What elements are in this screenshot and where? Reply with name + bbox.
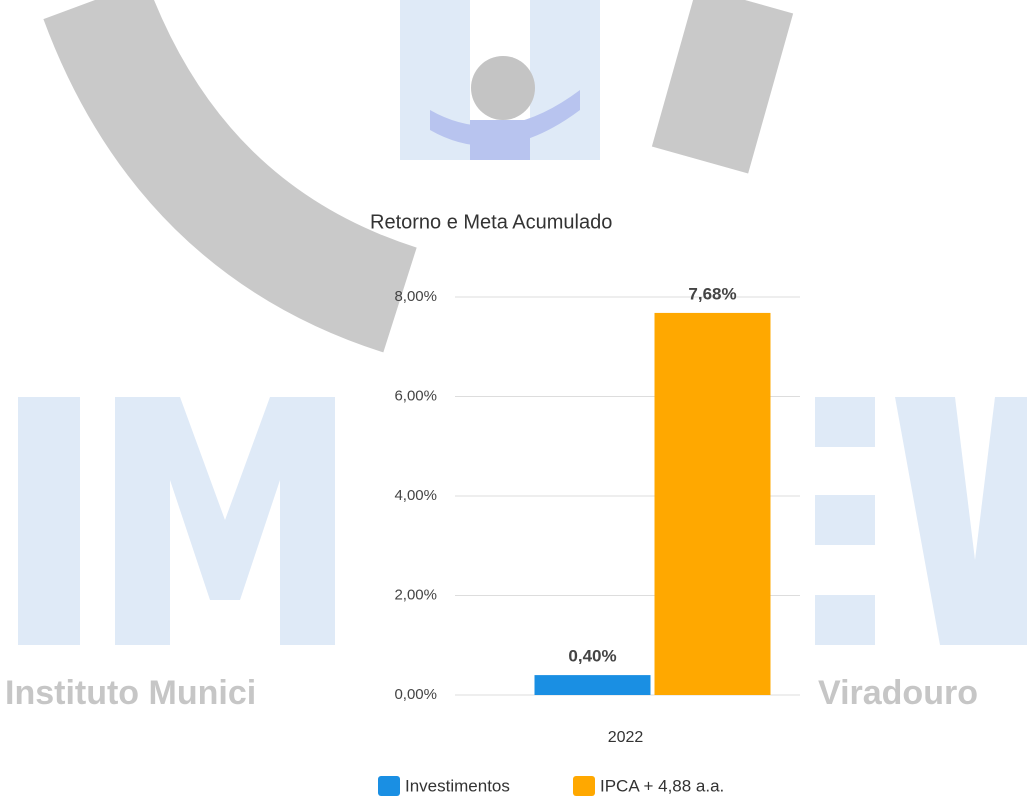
logo-letter (815, 595, 875, 645)
y-tick-label: 6,00% (394, 387, 437, 404)
logo-arc (43, 0, 418, 353)
logo-arc (651, 0, 794, 174)
bar (534, 675, 651, 695)
logo-arms (430, 90, 580, 146)
data-label: 7,68% (688, 284, 736, 303)
legend-swatch (378, 776, 400, 796)
bar (654, 312, 771, 695)
data-label: 0,40% (568, 647, 616, 666)
logo-letter (815, 397, 875, 447)
logo-head (471, 56, 535, 120)
y-tick-label: 2,00% (394, 586, 437, 603)
chart-title: Retorno e Meta Acumulado (370, 211, 612, 233)
logo-shape (530, 0, 600, 160)
legend-label: Investimentos (405, 776, 510, 795)
logo-letter (815, 495, 875, 545)
x-tick-label: 2022 (608, 729, 644, 746)
y-tick-label: 8,00% (394, 288, 437, 305)
y-tick-label: 0,00% (394, 686, 437, 703)
watermark-text: Instituto Munici (5, 674, 256, 712)
logo-body (470, 120, 530, 160)
watermark-text: Viradouro (818, 674, 978, 712)
logo-letter (115, 397, 335, 645)
logo-letter (18, 397, 80, 645)
logo-letter (895, 397, 1027, 645)
background-logo: Instituto Munici Viradouro (5, 0, 1027, 712)
y-tick-label: 4,00% (394, 487, 437, 504)
legend-swatch (573, 776, 595, 796)
legend-label: IPCA + 4,88 a.a. (600, 776, 724, 795)
